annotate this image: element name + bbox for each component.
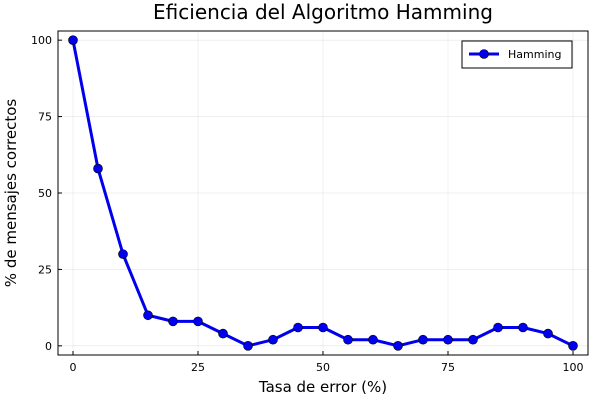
grid [58,31,588,355]
data-point [393,341,403,351]
data-point [268,334,278,345]
legend: Hamming [461,40,573,69]
y-tick-label: 100 [31,34,52,47]
x-tick-label: 50 [316,361,330,374]
data-point [243,341,253,351]
data-point [343,334,353,345]
data-point [468,334,478,345]
data-point [518,322,528,333]
y-tick-label: 0 [45,340,52,353]
data-point [568,341,578,351]
x-tick-label: 0 [70,361,77,374]
data-point [193,316,203,327]
data-point [118,249,128,259]
data-point [293,322,303,333]
data-point [443,334,453,345]
data-point [493,322,503,333]
data-point [143,310,153,321]
x-tick-label: 25 [191,361,205,374]
data-point [543,328,553,339]
y-tick-label: 75 [38,111,52,124]
data-point [218,328,228,339]
y-tick-label: 25 [38,263,52,276]
x-axis-title: Tasa de error (%) [258,378,387,396]
data-point [418,334,428,345]
data-point [68,35,78,45]
legend-label: Hamming [508,48,561,61]
y-tick-label: 50 [38,187,52,200]
ticks: 0 25 50 75 100 0 25 50 75 100 [31,34,584,374]
data-point [93,163,103,174]
series [68,35,578,351]
data-point [318,322,328,333]
x-tick-label: 100 [563,361,584,374]
data-point [168,316,178,327]
data-point [368,334,378,345]
chart-title: Eficiencia del Algoritmo Hamming [153,0,493,24]
x-tick-label: 75 [441,361,455,374]
legend-marker [479,49,489,59]
y-axis-title: % de mensajes correctos [2,99,20,288]
